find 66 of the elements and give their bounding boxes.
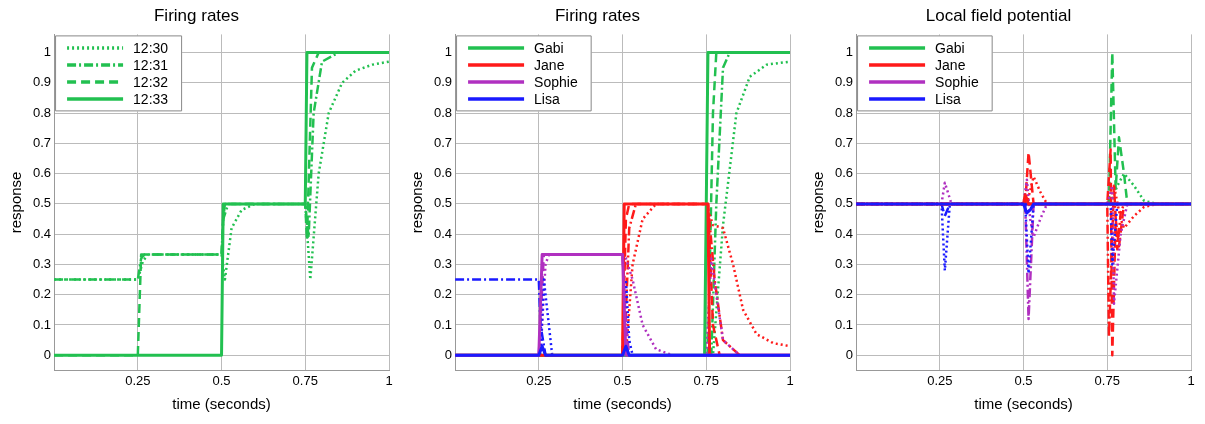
y-tick-label: 0.2: [32, 286, 52, 302]
x-tick-label: 0.25: [125, 372, 151, 388]
y-tick-label: 0.9: [32, 74, 52, 90]
x-tick-label: 0.25: [526, 372, 552, 388]
legend-label: 12:33: [133, 90, 169, 107]
y-tick-label: 0.2: [433, 286, 453, 302]
x-tick-label: 0.75: [292, 372, 318, 388]
y-axis-title: response: [7, 171, 25, 234]
legend-label: Lisa: [534, 90, 560, 107]
y-tick-label: 0.4: [32, 225, 52, 241]
x-tick-label: 0.75: [693, 372, 719, 388]
y-tick-label: 0.6: [32, 165, 52, 181]
y-tick-label: 0.2: [834, 286, 854, 302]
y-tick-label: 0.5: [834, 195, 854, 211]
y-tick-label: 0.9: [834, 74, 854, 90]
y-tick-label: 0: [845, 346, 854, 362]
y-tick-label: 0.9: [433, 74, 453, 90]
x-tick-label: 0.5: [212, 372, 231, 388]
y-tick-label: 0.7: [834, 134, 854, 150]
y-tick-label: 0.5: [433, 195, 453, 211]
y-tick-label: 0.3: [32, 256, 52, 272]
x-axis-title: time (seconds): [974, 395, 1073, 413]
y-tick-label: 0.8: [433, 104, 453, 120]
y-tick-label: 0.6: [433, 165, 453, 181]
legend-label: 12:30: [133, 39, 169, 56]
y-tick-label: 0.7: [32, 134, 52, 150]
legend-label: 12:32: [133, 73, 169, 90]
y-axis-title: response: [809, 171, 827, 234]
x-tick-label: 1: [385, 372, 393, 388]
y-tick-label: 0.4: [834, 225, 854, 241]
y-tick-label: 0.3: [834, 256, 854, 272]
y-tick-label: 0.6: [834, 165, 854, 181]
chart-title: Firing rates: [554, 5, 641, 25]
legend-label: Jane: [534, 56, 565, 73]
legend-label: Sophie: [534, 73, 578, 90]
y-tick-label: 0.1: [32, 316, 52, 332]
legend-label: Lisa: [935, 90, 961, 107]
y-tick-label: 0.4: [433, 225, 453, 241]
chart-title: Local field potential: [925, 5, 1072, 25]
x-axis-title: time (seconds): [573, 395, 672, 413]
y-tick-label: 0: [444, 346, 453, 362]
legend-label: Gabi: [935, 39, 965, 56]
y-tick-label: 0: [43, 346, 52, 362]
x-tick-label: 0.5: [613, 372, 632, 388]
y-tick-label: 1: [444, 44, 453, 60]
x-axis-title: time (seconds): [172, 395, 271, 413]
y-tick-label: 0.5: [32, 195, 52, 211]
legend-label: Jane: [935, 56, 966, 73]
x-tick-label: 1: [1187, 372, 1195, 388]
x-tick-label: 1: [786, 372, 794, 388]
y-tick-label: 0.3: [433, 256, 453, 272]
y-tick-label: 1: [845, 44, 854, 60]
y-tick-label: 0.8: [834, 104, 854, 120]
x-tick-label: 0.75: [1094, 372, 1120, 388]
legend-label: Sophie: [935, 73, 979, 90]
y-tick-label: 0.7: [433, 134, 453, 150]
y-tick-label: 0.8: [32, 104, 52, 120]
x-tick-label: 0.25: [927, 372, 953, 388]
chart-title: Firing rates: [153, 5, 240, 25]
y-tick-label: 0.1: [433, 316, 453, 332]
y-axis-title: response: [408, 171, 426, 234]
x-tick-label: 0.5: [1014, 372, 1033, 388]
legend-label: Gabi: [534, 39, 564, 56]
y-tick-label: 1: [43, 44, 52, 60]
y-tick-label: 0.1: [834, 316, 854, 332]
legend-label: 12:31: [133, 56, 169, 73]
